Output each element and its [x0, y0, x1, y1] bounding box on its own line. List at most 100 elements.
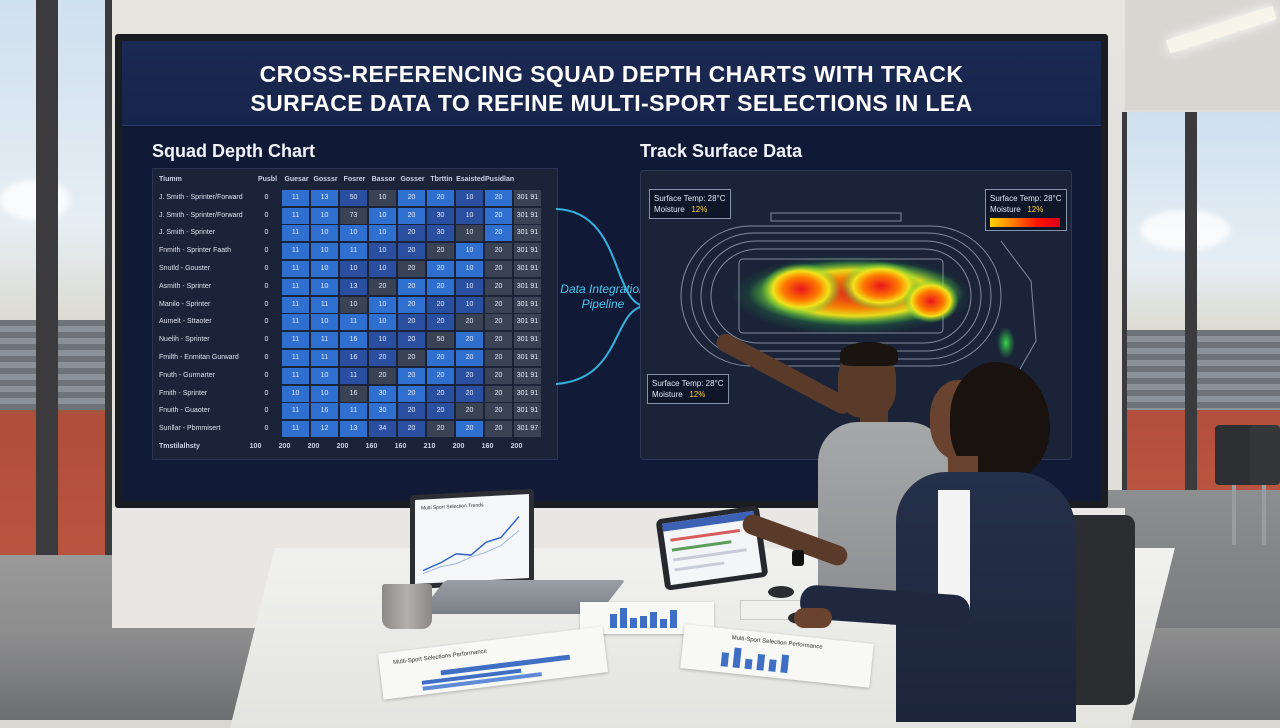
table-header-cell: 200: [336, 443, 349, 450]
table-header-cell: Esaisted: [456, 176, 485, 183]
table-cell: J. Smith - Sprinter/Forward: [159, 193, 243, 201]
table-cell: 301 91: [514, 278, 541, 295]
paper-bar-chart: [421, 654, 571, 691]
table-cell: 10: [369, 261, 396, 277]
window-mullion: [36, 0, 58, 560]
table-cell: 11: [282, 350, 309, 366]
table-cell: 301 91: [514, 243, 541, 260]
table-cell: 10: [340, 225, 367, 242]
squad-depth-heading: Squad Depth Chart: [152, 141, 316, 161]
table-cell: 20: [485, 225, 512, 242]
table-cell: 12: [311, 421, 338, 438]
table-header-cell: 200: [307, 443, 320, 450]
table-cell: 301 91: [514, 207, 541, 224]
table-cell: 13: [340, 278, 367, 295]
table-cell: 0: [264, 211, 269, 219]
table-header-cell: Pusbl: [257, 176, 278, 183]
table-cell: 30: [427, 207, 454, 224]
table-cell: Fmith - Sprinter: [159, 389, 208, 397]
table-cell: 11: [282, 243, 309, 260]
stadium-stand-right: [1125, 330, 1280, 410]
table-cell: Fnuth - Gurmarter: [159, 371, 216, 379]
table-cell: 20: [485, 243, 512, 260]
table-cell: 301 91: [514, 332, 541, 349]
table-cell: 20: [427, 243, 454, 260]
table-cell: 20: [427, 261, 454, 277]
table-cell: 10: [456, 278, 483, 295]
table-cell: 20: [427, 367, 454, 384]
table-cell: 30: [369, 385, 396, 402]
table-cell: 20: [398, 207, 425, 224]
table-cell: 20: [427, 189, 454, 206]
table-header-cell: 200: [278, 443, 291, 450]
table-cell: 20: [456, 314, 483, 331]
moisture-value: 12%: [689, 390, 706, 399]
table-cell: 10: [369, 296, 396, 313]
table-cell: 20: [398, 278, 425, 295]
man-hair: [840, 342, 898, 366]
table-cell: 11: [282, 421, 309, 438]
table-cell: 20: [398, 243, 425, 260]
table-header-cell: Pusidlan: [485, 176, 515, 183]
surface-readout-top-left: Surface Temp: 28°C Moisture 12%: [649, 189, 731, 219]
table-header-cell: 160: [394, 443, 407, 450]
paper-bar: [780, 654, 790, 674]
paper-bar: [640, 616, 647, 628]
table-cell: 0: [264, 407, 269, 415]
table-cell: 0: [264, 389, 269, 397]
woman-hand: [794, 608, 832, 628]
table-cell: 11: [282, 332, 309, 349]
table-cell: 20: [485, 278, 512, 295]
moisture-label: Moisture: [654, 205, 685, 214]
woman-analyst: [794, 360, 1090, 722]
cloud: [0, 180, 70, 220]
display-title-line-2: SURFACE DATA TO REFINE MULTI-SPORT SELEC…: [250, 90, 973, 116]
table-cell: 20: [485, 350, 512, 366]
table-cell: 0: [264, 193, 269, 201]
table-cell: 11: [282, 189, 309, 206]
table-cell: 11: [340, 403, 367, 420]
table-cell: 301 91: [514, 296, 541, 313]
table-cell: 10: [311, 225, 338, 242]
table-cell: 20: [398, 385, 425, 402]
table-cell: 20: [398, 225, 425, 242]
table-cell: 20: [398, 403, 425, 420]
table-cell: 10: [311, 278, 338, 295]
table-cell: 301 91: [514, 367, 541, 384]
table-header-cell: 200: [510, 443, 523, 450]
table-cell: 10: [311, 385, 338, 402]
paper-bar: [756, 654, 766, 671]
table-cell: 20: [485, 314, 512, 331]
moisture-value: 12%: [691, 205, 708, 214]
table-cell: 20: [485, 207, 512, 224]
laptop-line-chart: [422, 516, 520, 575]
table-cell: 0: [264, 371, 269, 379]
table-cell: 10: [311, 367, 338, 384]
table-cell: 20: [398, 314, 425, 331]
table-cell: 11: [282, 261, 309, 277]
table-header-cell: Guesar: [284, 176, 309, 183]
table-cell: 34: [369, 421, 396, 438]
table-cell: 20: [485, 189, 512, 206]
table-header-cell: Tiumm: [159, 176, 182, 183]
display-title-line-1: CROSS-REFERENCING SQUAD DEPTH CHARTS WIT…: [259, 61, 964, 87]
table-cell: 11: [340, 314, 367, 331]
table-cell: 11: [282, 403, 309, 420]
table-cell: 0: [264, 229, 269, 237]
paper-bar: [670, 610, 677, 628]
table-cell: 20: [456, 385, 483, 402]
table-cell: 20: [485, 421, 512, 438]
table-header-cell: Bassor: [371, 176, 396, 183]
table-cell: 301 91: [514, 403, 541, 420]
table-cell: 10: [369, 332, 396, 349]
table-cell: 0: [264, 318, 269, 326]
table-cell: Fnmith - Sprinter Faath: [159, 247, 231, 255]
table-cell: 0: [264, 247, 269, 255]
table-cell: 20: [485, 367, 512, 384]
table-cell: 10: [340, 261, 367, 277]
table-cell: 10: [311, 314, 338, 331]
table-header-cell: 160: [481, 443, 494, 450]
table-cell: 50: [427, 332, 454, 349]
temperature-color-scale: [990, 218, 1060, 227]
table-cell: 13: [340, 421, 367, 438]
